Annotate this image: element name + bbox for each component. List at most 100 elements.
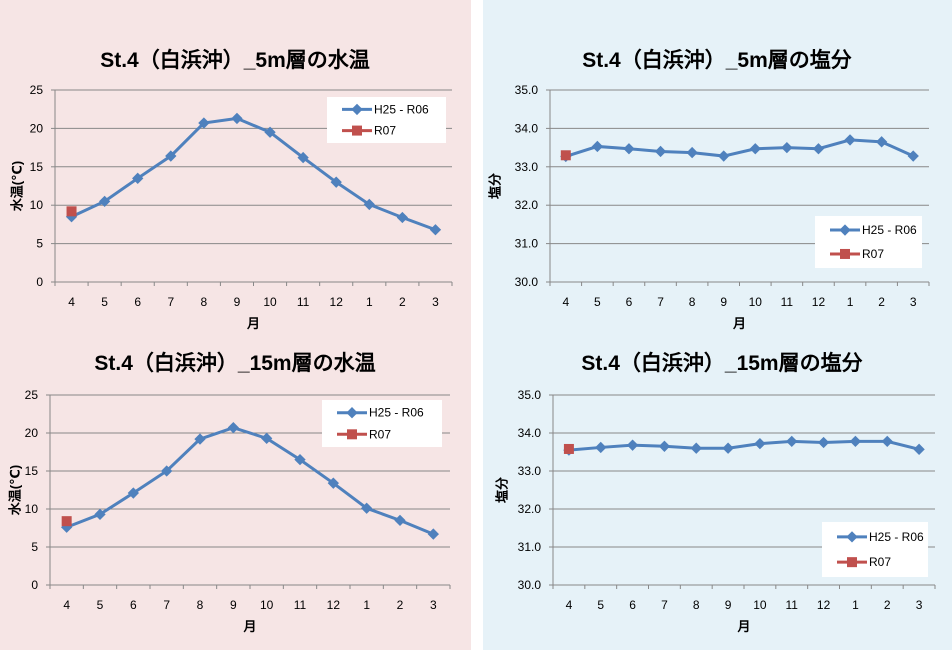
chart-title: St.4（白浜沖）_15m層の水温 (94, 351, 375, 375)
x-tick-label: 10 (753, 598, 767, 612)
legend-marker-square (347, 429, 357, 440)
legend-box (327, 97, 446, 143)
legend-label: H25 - R06 (869, 530, 924, 544)
data-point-diamond (294, 453, 306, 466)
y-tick-label: 25 (30, 83, 44, 97)
x-tick-label: 4 (63, 598, 70, 612)
data-point-diamond (161, 465, 173, 477)
data-point-diamond (231, 112, 243, 125)
chart-title: St.4（白浜沖）_15m層の塩分 (581, 351, 862, 375)
legend-box (322, 400, 442, 447)
legend-marker-square (840, 248, 850, 259)
series-line-0 (568, 439, 920, 452)
data-point-diamond (881, 435, 893, 448)
x-tick-label: 1 (363, 598, 370, 612)
x-tick-label: 12 (330, 295, 344, 309)
y-tick-label: 10 (30, 198, 44, 212)
x-axis-label: 月 (246, 316, 260, 331)
x-tick-label: 1 (852, 598, 859, 612)
chart-2: St.4（白浜沖）_5m層の塩分 30.0 31.0 32.0 33.0 34.0 35.0… (487, 48, 930, 331)
x-tick-label: 7 (167, 295, 174, 309)
data-point-diamond (429, 224, 442, 236)
legend-label: R07 (869, 555, 891, 569)
data-point-diamond (427, 528, 439, 540)
data-point-diamond (396, 211, 409, 224)
x-tick-label: 3 (430, 598, 437, 612)
legend-label: R07 (374, 124, 396, 138)
y-tick-label: 5 (31, 540, 38, 554)
y-tick-label: 33.0 (515, 160, 539, 174)
x-tick-label: 5 (97, 598, 104, 612)
data-point-diamond (722, 442, 734, 454)
x-tick-label: 4 (562, 295, 569, 309)
legend: H25 - R06 R07 (815, 216, 922, 268)
x-axis-label: 月 (736, 619, 750, 634)
data-point-diamond (686, 146, 698, 159)
data-point-diamond (361, 502, 373, 514)
data-point-diamond (817, 436, 830, 449)
x-tick-label: 11 (781, 295, 794, 309)
x-tick-label: 1 (847, 295, 854, 309)
y-axis-label: 水温(℃) (9, 161, 24, 211)
x-tick-label: 12 (817, 598, 831, 612)
series-line-0 (565, 138, 914, 158)
data-point-diamond (786, 435, 798, 448)
x-tick-label: 7 (657, 295, 664, 309)
data-point-diamond (654, 145, 667, 158)
data-point-diamond (626, 439, 639, 451)
data-point-diamond (658, 440, 671, 452)
legend-label: R07 (369, 427, 391, 441)
x-tick-label: 4 (566, 598, 573, 612)
x-tick-label: 2 (884, 598, 891, 612)
y-tick-label: 32.0 (515, 198, 539, 212)
x-tick-label: 10 (749, 295, 763, 309)
data-point-diamond (261, 432, 273, 444)
x-tick-label: 9 (725, 598, 732, 612)
x-tick-label: 11 (297, 295, 310, 309)
y-tick-label: 30.0 (515, 275, 539, 289)
data-point-diamond (264, 126, 276, 138)
x-tick-label: 5 (597, 598, 604, 612)
data-point-diamond (330, 176, 342, 188)
data-point-diamond (913, 443, 925, 455)
x-tick-label: 9 (230, 598, 237, 612)
y-tick-label: 0 (31, 578, 38, 592)
data-point-square (563, 443, 574, 454)
data-point-diamond (227, 422, 239, 434)
x-tick-label: 10 (263, 295, 277, 309)
legend-marker-diamond (846, 531, 858, 543)
x-tick-label: 8 (693, 598, 700, 612)
chart-title: St.4（白浜沖）_5m層の塩分 (582, 48, 852, 72)
y-tick-label: 33.0 (518, 464, 542, 478)
data-point-diamond (844, 134, 856, 146)
x-tick-label: 3 (916, 598, 923, 612)
x-tick-label: 12 (812, 295, 826, 309)
x-tick-label: 6 (134, 295, 141, 309)
y-tick-label: 34.0 (515, 121, 539, 135)
data-point-square (560, 150, 571, 161)
legend-box (815, 216, 922, 268)
x-tick-label: 4 (68, 295, 75, 309)
x-tick-label: 9 (234, 295, 241, 309)
data-point-square (66, 206, 77, 217)
y-tick-label: 34.0 (518, 426, 542, 440)
legend: H25 - R06 R07 (322, 400, 442, 447)
x-tick-label: 5 (101, 295, 108, 309)
data-point-diamond (595, 441, 607, 454)
y-tick-label: 25 (25, 388, 39, 402)
x-tick-label: 11 (786, 598, 799, 612)
y-tick-label: 20 (25, 426, 39, 440)
data-point-diamond (591, 140, 604, 153)
y-tick-label: 30.0 (518, 578, 542, 592)
legend-marker-square (352, 125, 362, 136)
x-tick-label: 2 (399, 295, 406, 309)
y-tick-label: 35.0 (515, 83, 539, 97)
y-axis-label: 水温(℃) (7, 465, 22, 515)
legend-label: H25 - R06 (374, 102, 429, 116)
legend-label: H25 - R06 (369, 406, 424, 420)
x-tick-label: 6 (130, 598, 137, 612)
data-point-diamond (132, 172, 144, 184)
